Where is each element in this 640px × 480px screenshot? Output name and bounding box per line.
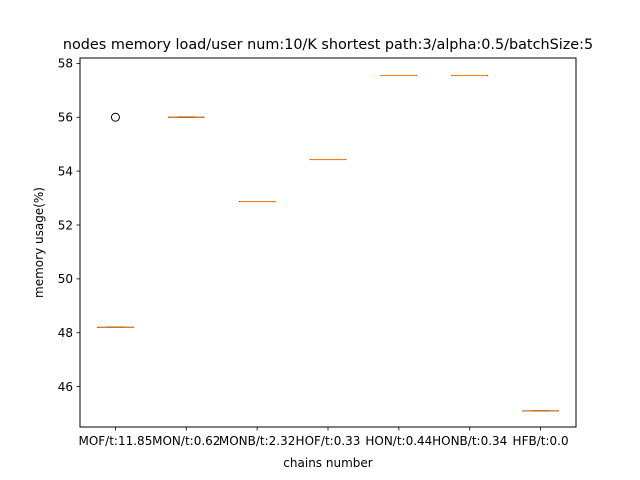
x-axis-label: chains number: [283, 456, 372, 470]
y-axis-ticks: 46 48 50 52 54 56 58: [58, 57, 80, 394]
chart-title: nodes memory load/user num:10/K shortest…: [63, 37, 593, 53]
plot-frame: [79, 57, 577, 428]
outlier-point: [110, 112, 120, 122]
x-tick-label: HONB/t:0.34: [432, 434, 507, 448]
y-tick-label: 54: [58, 164, 73, 178]
y-tick-label: 58: [58, 57, 73, 71]
x-tick-label: HFB/t:0.0: [513, 434, 569, 448]
y-tick-label: 48: [58, 326, 73, 340]
x-tick-label: MOF/t:11.85: [78, 434, 152, 448]
x-tick-label: HOF/t:0.33: [296, 434, 361, 448]
x-tick-label: MONB/t:2.32: [219, 434, 296, 448]
box-group: [97, 112, 134, 328]
y-axis-label: memory usage(%): [32, 187, 46, 298]
y-tick-label: 46: [58, 380, 73, 394]
x-tick-label: MON/t:0.62: [152, 434, 220, 448]
y-tick-label: 50: [58, 272, 73, 286]
y-tick-label: 52: [58, 218, 73, 232]
y-tick-label: 56: [58, 111, 73, 125]
chart-marks: [97, 75, 559, 412]
x-tick-label: HON/t:0.44: [365, 434, 432, 448]
